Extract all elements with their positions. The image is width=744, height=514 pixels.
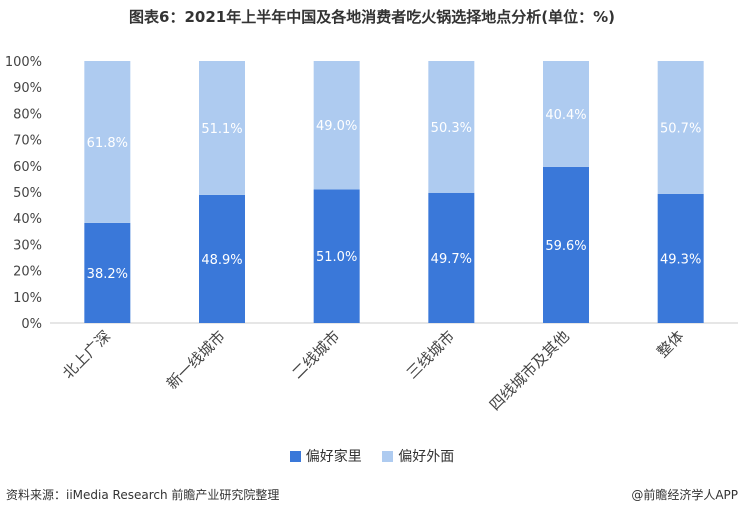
legend-item-home: 偏好家里 <box>289 446 362 466</box>
data-label: 38.2% <box>87 267 128 282</box>
data-label: 49.0% <box>316 119 357 134</box>
x-tick-label: 整体 <box>654 327 688 361</box>
chart-title: 图表6：2021年上半年中国及各地消费者吃火锅选择地点分析(单位：%) <box>129 8 615 26</box>
bar-segment <box>657 61 704 194</box>
bar-segment <box>428 61 475 193</box>
y-tick-label: 90% <box>13 81 42 96</box>
x-tick-label: 新一线城市 <box>163 327 229 393</box>
bar-segment <box>657 193 704 323</box>
y-tick-label: 60% <box>13 160 42 175</box>
y-tick-label: 20% <box>13 265 42 280</box>
x-tick-label: 二线城市 <box>288 327 343 382</box>
stacked-bar-chart: 0% 10% 20% 30% 40% 50% 60% 70% 80% 90% 100% 38.2% 61… <box>5 55 738 414</box>
y-tick-label: 70% <box>13 134 42 149</box>
legend-label-home: 偏好家里 <box>305 449 362 465</box>
y-tick-label: 30% <box>13 238 42 253</box>
data-label: 51.1% <box>201 122 242 137</box>
data-label: 50.3% <box>431 121 472 136</box>
bar-segment <box>84 222 131 323</box>
legend-item-outside: 偏好外面 <box>382 446 454 466</box>
data-label: 49.7% <box>431 252 472 267</box>
bar-segment <box>543 166 589 323</box>
data-label: 48.9% <box>201 253 242 268</box>
bar-segment <box>313 61 360 190</box>
x-tick-label: 四线城市及其他 <box>486 327 573 414</box>
bar-segment <box>313 189 360 323</box>
data-label: 50.7% <box>660 121 701 136</box>
y-tick-label: 100% <box>5 55 42 70</box>
bar-segment <box>84 61 131 223</box>
data-label: 49.3% <box>660 252 701 267</box>
bar-segment <box>199 194 245 323</box>
source-note: 资料来源：iiMedia Research 前瞻产业研究院整理 <box>6 488 280 502</box>
legend-label-outside: 偏好外面 <box>398 449 455 465</box>
x-tick-label: 三线城市 <box>403 327 458 382</box>
legend: 偏好家里 偏好外面 <box>0 446 744 466</box>
y-tick-label: 10% <box>13 291 42 306</box>
y-tick-label: 0% <box>21 317 42 332</box>
y-tick-label: 40% <box>13 212 42 227</box>
data-label: 59.6% <box>545 239 586 254</box>
y-tick-label: 80% <box>13 107 42 122</box>
data-label: 61.8% <box>87 136 128 151</box>
x-tick-label: 北上广深 <box>59 327 114 382</box>
legend-swatch-outside <box>382 450 394 462</box>
data-label: 40.4% <box>545 108 586 123</box>
brand-credit: @前瞻经济学人APP <box>631 488 738 502</box>
bar-segment <box>543 61 589 167</box>
data-label: 51.0% <box>316 250 357 265</box>
y-tick-label: 50% <box>13 186 42 201</box>
bar-segment <box>428 192 475 323</box>
legend-swatch-home <box>289 450 301 462</box>
bar-segment <box>199 61 245 195</box>
